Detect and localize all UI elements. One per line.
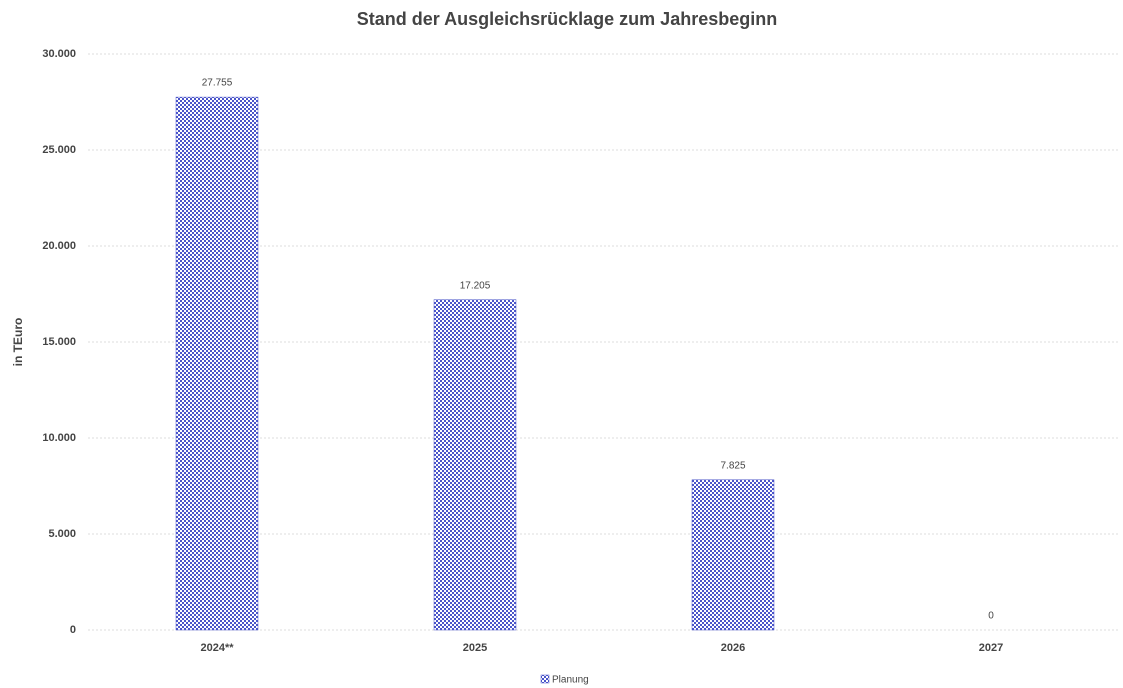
chart-title: Stand der Ausgleichsrücklage zum Jahresb… — [357, 9, 777, 29]
y-tick-label: 15.000 — [42, 336, 76, 348]
data-label: 7.825 — [720, 460, 745, 471]
y-tick-label: 0 — [70, 624, 76, 636]
y-tick-label: 25.000 — [42, 144, 76, 156]
data-label: 17.205 — [460, 280, 491, 291]
y-tick-label: 30.000 — [42, 48, 76, 60]
legend-label: Planung — [552, 675, 589, 686]
legend-swatch — [540, 674, 550, 684]
y-axis-label: in TEuro — [11, 318, 25, 367]
bar — [691, 479, 775, 631]
y-tick-label: 10.000 — [42, 432, 76, 444]
x-tick-label: 2026 — [721, 642, 745, 654]
x-tick-label: 2027 — [979, 642, 1003, 654]
x-tick-label: 2025 — [463, 642, 487, 654]
data-label: 0 — [988, 611, 994, 622]
x-tick-label: 2024** — [200, 642, 234, 654]
bar — [175, 96, 259, 631]
bar — [433, 299, 517, 631]
data-label: 27.755 — [202, 78, 233, 89]
y-tick-label: 5.000 — [48, 528, 76, 540]
y-tick-label: 20.000 — [42, 240, 76, 252]
